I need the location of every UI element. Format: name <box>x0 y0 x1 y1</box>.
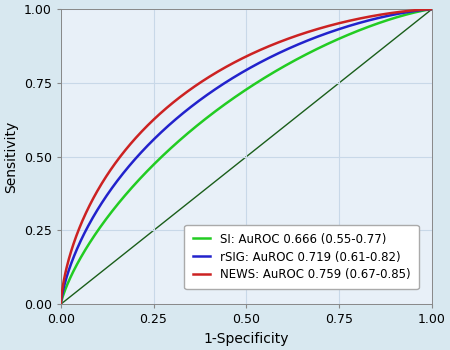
Y-axis label: Sensitivity: Sensitivity <box>4 121 18 193</box>
Legend: SI: AuROC 0.666 (0.55-0.77), rSIG: AuROC 0.719 (0.61-0.82), NEWS: AuROC 0.759 (0: SI: AuROC 0.666 (0.55-0.77), rSIG: AuROC… <box>184 224 418 289</box>
X-axis label: 1-Specificity: 1-Specificity <box>203 332 289 346</box>
